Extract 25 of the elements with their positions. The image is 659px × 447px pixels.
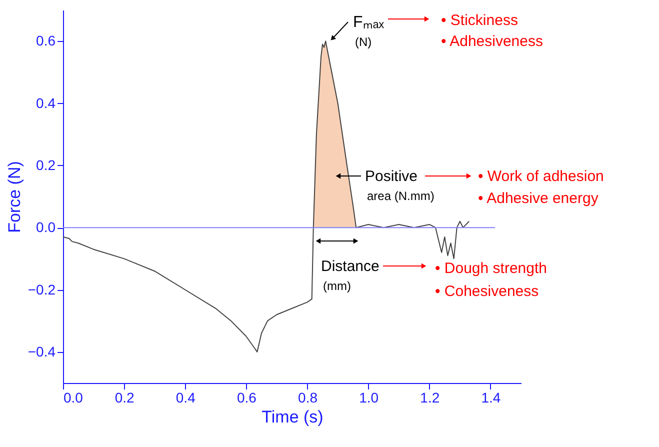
annotation: Distance (mm)	[321, 258, 380, 293]
x-tick-label: 0.4	[176, 390, 196, 406]
y-tick-label: 0.4	[36, 94, 56, 111]
annotation: • Cohesiveness	[435, 283, 539, 300]
annotation: • Dough strength	[435, 260, 547, 277]
annotation: • Work of adhesion	[478, 168, 604, 185]
x-tick-label: 0.2	[114, 390, 135, 406]
x-tick-label: 1.2	[420, 390, 440, 406]
annotation: • Adhesive energy	[478, 190, 599, 207]
y-tick-label: 0.0	[36, 219, 56, 236]
x-tick-label: 1.4	[481, 390, 501, 406]
annotation: Positive area (N.mm)	[365, 168, 434, 203]
y-tick-label: 0.6	[36, 32, 56, 49]
annotation: • Stickiness	[441, 12, 518, 29]
y-tick-label: −0.4	[28, 343, 56, 360]
y-tick-label: −0.2	[28, 281, 56, 298]
x-tick-label: 1.0	[359, 390, 379, 406]
annotation: • Adhesiveness	[441, 33, 543, 50]
x-tick-label: 0.8	[298, 390, 318, 406]
x-tick-label: 0.6	[236, 390, 257, 406]
y-axis-title: Force (N)	[4, 161, 24, 233]
x-axis-title: Time (s)	[262, 408, 324, 426]
x-tick-label: 0.0	[64, 390, 84, 406]
y-tick-label: 0.2	[36, 156, 56, 173]
annotation: Fₘₐₓ (N)	[353, 14, 385, 49]
